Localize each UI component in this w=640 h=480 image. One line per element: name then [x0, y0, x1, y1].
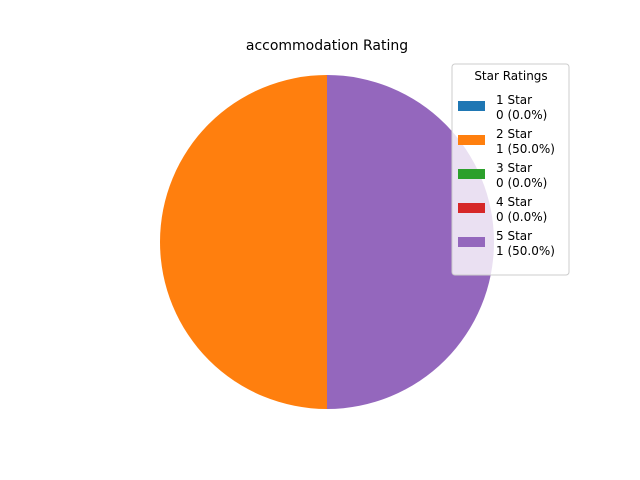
legend-frame — [451, 63, 570, 276]
legend-label: 1 Star — [496, 93, 532, 107]
chart-title: accommodation Rating — [246, 38, 408, 54]
legend-swatch — [458, 237, 485, 247]
legend-value: 1 (50.0%) — [496, 244, 555, 258]
pie-slices — [160, 75, 494, 409]
legend-value: 0 (0.0%) — [496, 176, 547, 190]
legend-label: 3 Star — [496, 161, 532, 175]
legend-label: 4 Star — [496, 195, 532, 209]
legend-swatch — [458, 169, 485, 179]
legend-label: 5 Star — [496, 229, 532, 243]
legend-value: 0 (0.0%) — [496, 210, 547, 224]
legend-swatch — [458, 203, 485, 213]
legend-swatch — [458, 135, 485, 145]
legend-value: 0 (0.0%) — [496, 108, 547, 122]
pie-slice-2-star — [160, 75, 327, 409]
legend-title: Star Ratings — [474, 69, 547, 83]
legend-swatch — [458, 101, 485, 111]
legend-label: 2 Star — [496, 127, 532, 141]
legend-value: 1 (50.0%) — [496, 142, 555, 156]
